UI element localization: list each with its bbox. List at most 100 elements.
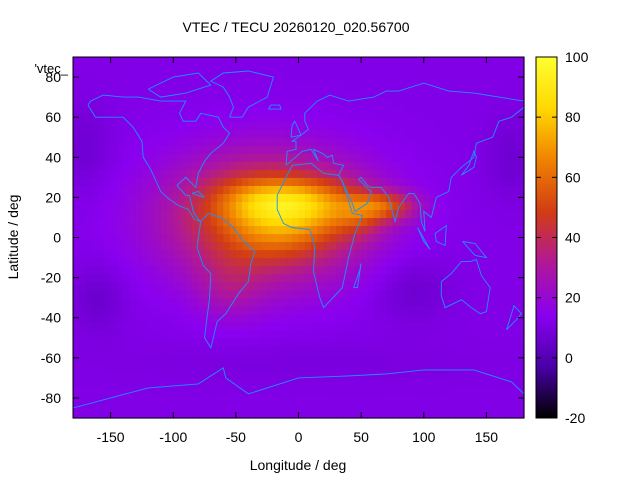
heatmap-cell xyxy=(467,273,475,283)
heatmap-cell xyxy=(166,169,174,178)
heatmap-cell xyxy=(192,201,199,211)
heatmap-cell xyxy=(79,257,87,267)
heatmap-cell xyxy=(260,97,268,106)
heatmap-cell xyxy=(354,121,362,130)
heatmap-cell xyxy=(311,281,318,291)
heatmap-cell xyxy=(166,273,174,283)
coastline xyxy=(72,367,525,409)
heatmap-cell xyxy=(373,401,381,411)
heatmap-cell xyxy=(386,281,394,291)
heatmap-cell xyxy=(79,273,87,283)
heatmap-cell xyxy=(173,265,181,275)
heatmap-cell xyxy=(91,305,99,315)
y-tick-label: 60 xyxy=(45,109,61,125)
heatmap-cell xyxy=(173,169,181,178)
heatmap-cell xyxy=(430,73,437,82)
heatmap-cell xyxy=(104,353,112,363)
heatmap-cell xyxy=(367,137,375,146)
heatmap-cell xyxy=(317,121,325,130)
heatmap-cell xyxy=(498,105,506,114)
heatmap-cell xyxy=(298,369,306,379)
heatmap-cell xyxy=(98,209,105,219)
heatmap-cell xyxy=(123,217,130,227)
heatmap-cell xyxy=(348,137,356,146)
heatmap-cell xyxy=(135,169,143,178)
heatmap-cell xyxy=(455,145,462,154)
heatmap-cell xyxy=(323,377,331,387)
heatmap-cell xyxy=(254,113,262,122)
heatmap-cell xyxy=(354,193,362,202)
heatmap-cell xyxy=(192,73,199,82)
heatmap-cell xyxy=(480,177,488,186)
heatmap-cell xyxy=(498,113,506,122)
heatmap-cell xyxy=(223,329,231,339)
heatmap-cell xyxy=(217,249,224,259)
heatmap-cell xyxy=(91,289,99,299)
heatmap-cell xyxy=(398,233,406,243)
heatmap-cell xyxy=(317,193,325,202)
heatmap-cell xyxy=(317,313,325,323)
heatmap-cell xyxy=(73,169,80,178)
heatmap-cell xyxy=(217,217,224,227)
heatmap-cell xyxy=(361,153,369,162)
heatmap-cell xyxy=(104,265,112,275)
heatmap-cell xyxy=(473,137,481,146)
heatmap-cell xyxy=(436,289,444,299)
heatmap-cell xyxy=(116,57,124,66)
heatmap-cell xyxy=(379,393,387,403)
heatmap-cell xyxy=(430,233,437,243)
heatmap-cell xyxy=(354,329,362,339)
heatmap-cell xyxy=(185,121,193,130)
heatmap-cell xyxy=(104,81,112,90)
heatmap-cell xyxy=(386,377,394,387)
heatmap-cell xyxy=(179,273,187,283)
heatmap-cell xyxy=(223,97,231,106)
heatmap-cell xyxy=(386,65,394,74)
heatmap-cell xyxy=(411,153,419,162)
heatmap-cell xyxy=(129,409,137,419)
heatmap-cell xyxy=(373,161,381,170)
heatmap-cell xyxy=(179,401,187,411)
heatmap-cell xyxy=(173,353,181,363)
heatmap-cell xyxy=(85,265,93,275)
heatmap-cell xyxy=(367,169,375,178)
heatmap-cell xyxy=(430,297,437,307)
heatmap-cell xyxy=(354,105,362,114)
heatmap-cell xyxy=(248,281,256,291)
heatmap-cell xyxy=(480,393,488,403)
heatmap-cell xyxy=(98,153,105,162)
heatmap-cell xyxy=(298,137,306,146)
heatmap-cell xyxy=(423,353,431,363)
heatmap-cell xyxy=(279,65,287,74)
heatmap-cell xyxy=(298,89,306,98)
heatmap-cell xyxy=(398,241,406,251)
heatmap-cell xyxy=(367,321,375,331)
heatmap-cell xyxy=(311,305,318,315)
heatmap-cell xyxy=(473,113,481,122)
heatmap-cell xyxy=(492,321,500,331)
heatmap-cell xyxy=(448,233,456,243)
heatmap-cell xyxy=(235,313,243,323)
heatmap-cell xyxy=(436,217,444,227)
heatmap-cell xyxy=(392,81,400,90)
heatmap-cell xyxy=(423,73,431,82)
heatmap-cell xyxy=(223,129,231,138)
heatmap-cell xyxy=(223,185,231,194)
heatmap-cell xyxy=(223,177,231,186)
heatmap-cell xyxy=(173,177,181,186)
heatmap-cell xyxy=(492,161,500,170)
heatmap-cell xyxy=(298,193,306,202)
heatmap-cell xyxy=(461,281,469,291)
heatmap-cell xyxy=(436,65,444,74)
heatmap-cell xyxy=(336,57,343,66)
heatmap-cell xyxy=(185,265,193,275)
heatmap-cell xyxy=(354,177,362,186)
heatmap-cell xyxy=(386,185,394,194)
heatmap-cell xyxy=(448,401,456,411)
heatmap-cell xyxy=(135,137,143,146)
heatmap-cell xyxy=(323,105,331,114)
heatmap-cell xyxy=(110,65,118,74)
heatmap-cell xyxy=(279,401,287,411)
heatmap-cell xyxy=(411,265,419,275)
heatmap-cell xyxy=(141,185,149,194)
